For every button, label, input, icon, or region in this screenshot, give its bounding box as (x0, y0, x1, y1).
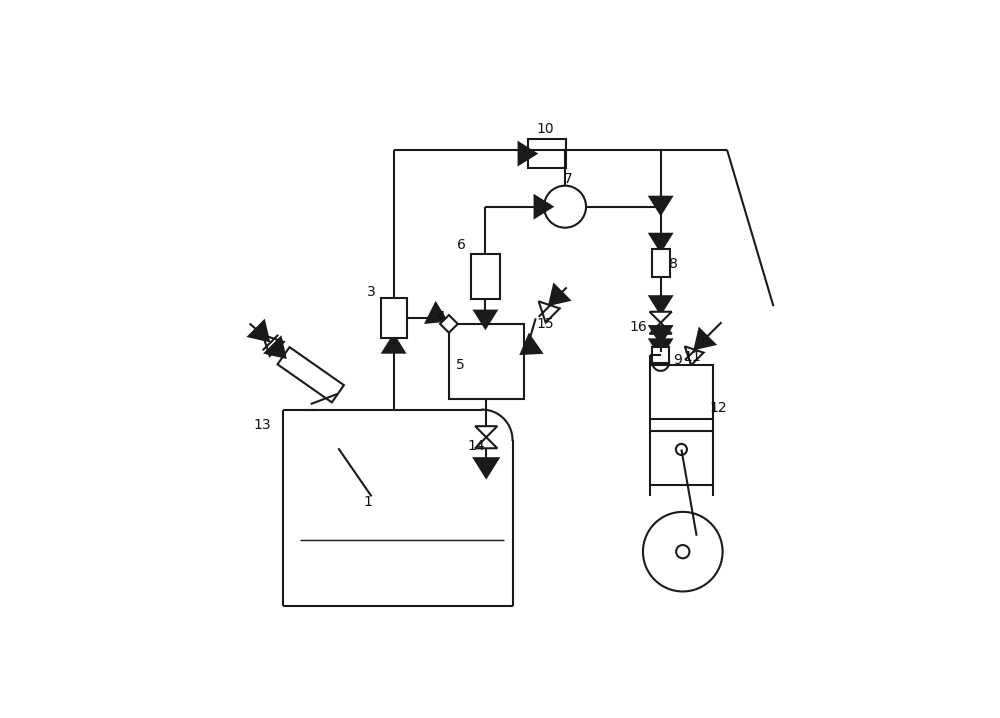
Text: 1: 1 (363, 495, 372, 509)
Polygon shape (426, 303, 447, 323)
Polygon shape (278, 347, 344, 402)
Text: 6: 6 (457, 238, 466, 253)
Circle shape (676, 444, 687, 455)
Text: 12: 12 (709, 401, 727, 415)
Polygon shape (549, 284, 570, 305)
Text: 7: 7 (563, 172, 572, 186)
Text: 10: 10 (537, 122, 554, 136)
Polygon shape (249, 321, 269, 341)
Bar (528, 139, 566, 168)
Bar (650, 365, 713, 485)
Text: 14: 14 (468, 439, 485, 452)
Polygon shape (535, 195, 552, 218)
Polygon shape (475, 426, 497, 437)
Circle shape (544, 186, 586, 228)
Bar (652, 347, 669, 363)
Polygon shape (650, 323, 672, 334)
Polygon shape (474, 311, 496, 328)
Polygon shape (695, 329, 715, 349)
Polygon shape (383, 335, 405, 353)
Polygon shape (685, 346, 704, 365)
Polygon shape (521, 335, 542, 354)
Bar (471, 253, 500, 299)
Polygon shape (539, 302, 560, 322)
Text: 11: 11 (683, 350, 701, 364)
Text: 3: 3 (367, 285, 376, 299)
Circle shape (643, 512, 723, 592)
Polygon shape (440, 315, 458, 332)
Polygon shape (650, 234, 672, 251)
Polygon shape (650, 312, 672, 323)
Bar (381, 298, 407, 337)
Text: 16: 16 (630, 320, 647, 334)
Text: 5: 5 (456, 358, 464, 373)
Polygon shape (650, 340, 672, 357)
Polygon shape (263, 335, 284, 356)
Polygon shape (650, 297, 672, 314)
Text: 8: 8 (669, 257, 678, 271)
Text: 15: 15 (537, 317, 554, 331)
Polygon shape (265, 337, 285, 358)
Text: 9: 9 (673, 353, 682, 367)
Text: 4: 4 (436, 310, 445, 325)
Text: 13: 13 (254, 417, 271, 432)
Polygon shape (474, 458, 498, 477)
Polygon shape (475, 437, 497, 448)
Polygon shape (650, 326, 672, 344)
Bar (652, 249, 670, 277)
Polygon shape (650, 197, 672, 215)
Bar (449, 324, 524, 398)
Circle shape (676, 545, 689, 559)
Polygon shape (519, 143, 536, 164)
